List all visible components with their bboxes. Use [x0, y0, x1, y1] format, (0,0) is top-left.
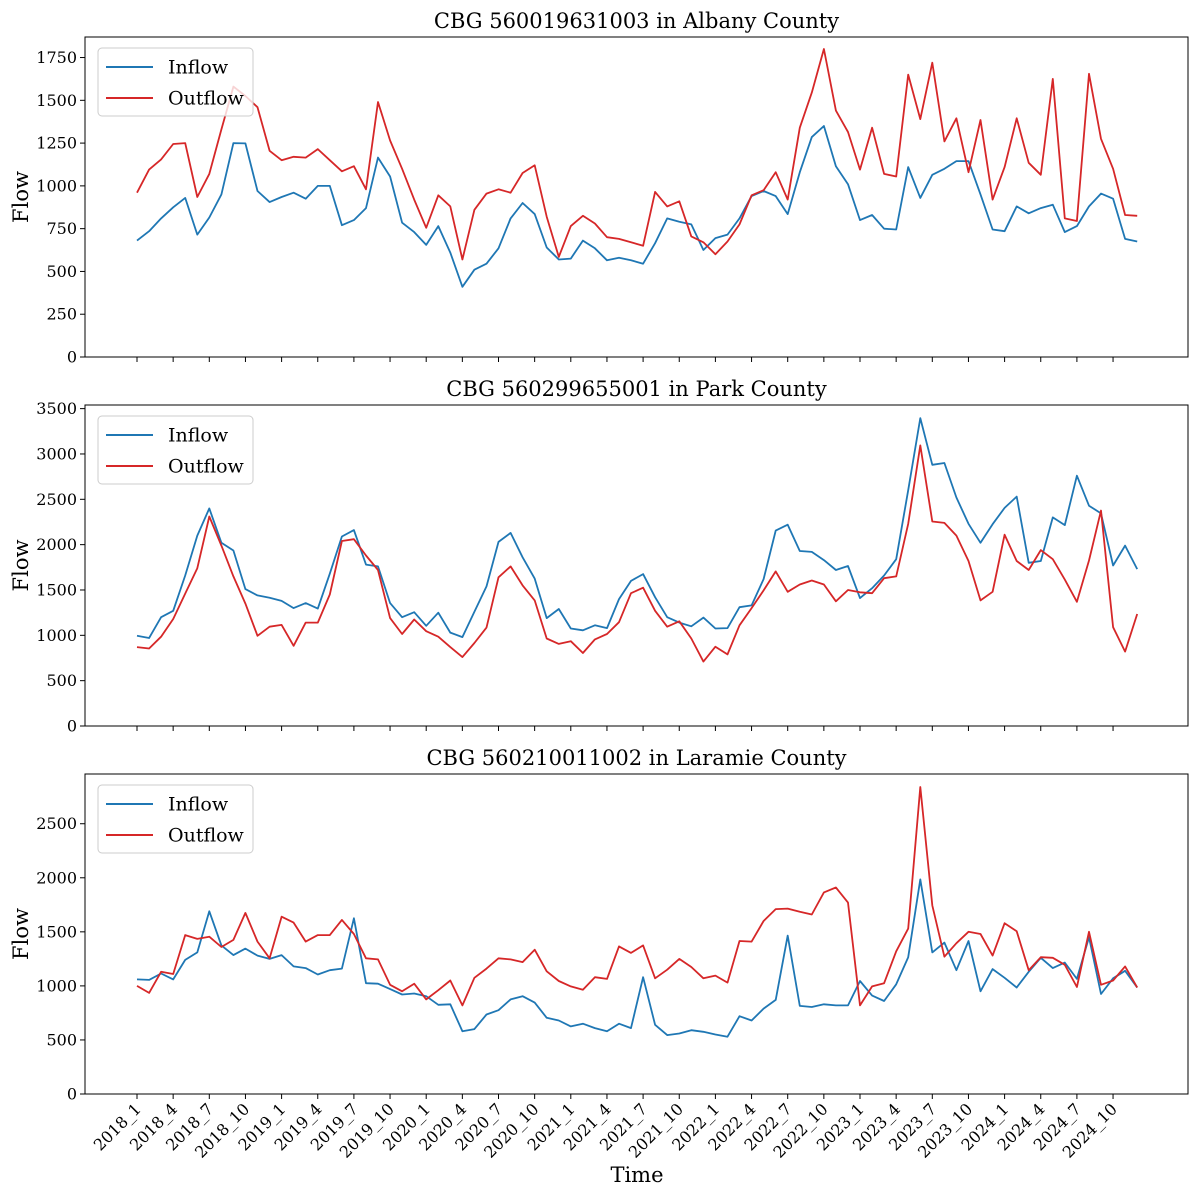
- y-tick-label: 1000: [36, 976, 77, 995]
- y-axis-title: Flow: [9, 540, 33, 592]
- chart-panel-park: CBG 560299655001 in Park County Flow 0 500 1…: [9, 377, 1189, 736]
- y-tick-label: 0: [67, 1085, 77, 1104]
- legend-label-outflow: Outflow: [168, 456, 245, 478]
- chart-panel-albany: CBG 560019631003 in Albany County Flow 0 25…: [9, 9, 1189, 367]
- chart-title: CBG 560299655001 in Park County: [446, 377, 827, 401]
- y-tick-label: 1000: [36, 176, 77, 195]
- x-axis-title: Time: [610, 1163, 663, 1187]
- y-tick-label: 2500: [36, 814, 77, 833]
- y-tick-label: 3500: [36, 399, 77, 418]
- y-tick-label: 1750: [36, 48, 77, 67]
- y-tick-label: 2000: [36, 535, 77, 554]
- y-tick-label: 250: [46, 305, 77, 324]
- legend-label-inflow: Inflow: [168, 425, 229, 447]
- series-line-outflow: [136, 48, 1138, 261]
- y-tick-label: 3000: [36, 444, 77, 463]
- series-line-outflow: [136, 786, 1138, 1007]
- legend-label-outflow: Outflow: [168, 88, 245, 110]
- y-tick-label: 1000: [36, 626, 77, 645]
- y-axis-title: Flow: [9, 171, 33, 223]
- legend-label-inflow: Inflow: [168, 57, 229, 79]
- plot-frame: [84, 36, 1189, 358]
- chart-title: CBG 560210011002 in Laramie County: [426, 746, 846, 770]
- y-tick-label: 2500: [36, 490, 77, 509]
- y-tick-label: 750: [46, 219, 77, 238]
- y-tick-label: 500: [46, 1030, 77, 1049]
- chart-panel-laramie: CBG 560210011002 in Laramie County Flow 0 5…: [9, 746, 1189, 1162]
- y-tick-label: 1250: [36, 134, 77, 153]
- series-line-inflow: [136, 417, 1139, 639]
- y-tick-label: 0: [67, 348, 77, 367]
- y-tick-label: 0: [67, 717, 77, 736]
- y-tick-label: 1500: [36, 922, 77, 941]
- y-tick-label: 2000: [36, 868, 77, 887]
- y-tick-label: 500: [46, 262, 77, 281]
- y-tick-label: 1500: [36, 580, 77, 599]
- y-tick-label: 1500: [36, 91, 77, 110]
- y-axis-title: Flow: [9, 908, 33, 960]
- y-tick-label: 500: [46, 671, 77, 690]
- series-line-inflow: [136, 878, 1138, 1038]
- series-line-inflow: [136, 125, 1138, 288]
- chart-title: CBG 560019631003 in Albany County: [434, 9, 839, 33]
- plot-frame: [84, 773, 1189, 1095]
- series-line-outflow: [136, 444, 1139, 663]
- plot-frame: [84, 404, 1189, 727]
- legend-label-outflow: Outflow: [168, 825, 245, 847]
- legend-label-inflow: Inflow: [168, 794, 229, 816]
